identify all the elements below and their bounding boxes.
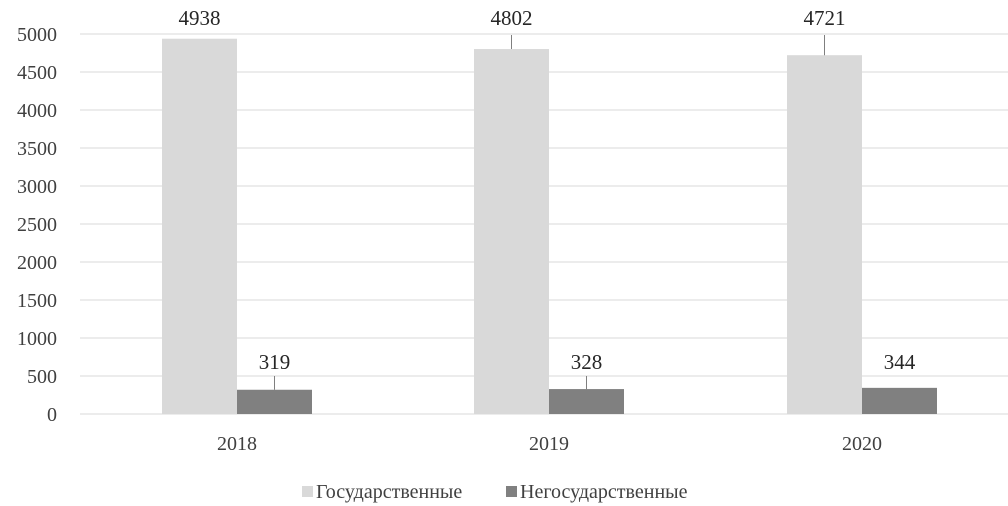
legend-label: Государственные <box>316 481 462 503</box>
y-tick-label: 3000 <box>17 176 57 198</box>
data-label: 4802 <box>491 6 533 30</box>
y-axis: 0 500 1000 1500 2000 2500 3000 3500 4000 4500 5000 <box>17 24 57 426</box>
data-label: 4938 <box>179 6 221 30</box>
y-tick-label: 5000 <box>17 24 57 46</box>
legend-label: Негосударственные <box>520 481 688 503</box>
legend-swatch <box>302 486 313 497</box>
legend: Государственные Негосударственные <box>302 481 688 503</box>
y-tick-label: 2500 <box>17 214 57 236</box>
x-tick-label: 2018 <box>217 433 257 455</box>
y-tick-label: 4500 <box>17 62 57 84</box>
y-tick-label: 1500 <box>17 290 57 312</box>
data-labels: 4938 319 4802 328 4721 344 <box>179 6 916 390</box>
x-axis: 2018 2019 2020 <box>217 433 882 455</box>
data-label: 319 <box>259 350 291 374</box>
y-tick-label: 1000 <box>17 328 57 350</box>
bar-nonstate-2019 <box>549 389 624 414</box>
data-label: 344 <box>884 350 916 374</box>
y-tick-label: 500 <box>27 366 57 388</box>
bar-state-2019 <box>474 49 549 414</box>
bar-nonstate-2018 <box>237 389 312 414</box>
bar-nonstate-2020 <box>862 387 937 414</box>
bar-state-2018 <box>162 38 237 414</box>
y-tick-label: 2000 <box>17 252 57 274</box>
y-tick-label: 0 <box>47 404 57 426</box>
bar-state-2020 <box>787 55 862 414</box>
y-tick-label: 4000 <box>17 100 57 122</box>
bars <box>162 38 937 414</box>
y-tick-label: 3500 <box>17 138 57 160</box>
legend-swatch <box>506 486 517 497</box>
x-tick-label: 2019 <box>529 433 569 455</box>
data-label: 4721 <box>804 6 846 30</box>
x-tick-label: 2020 <box>842 433 882 455</box>
data-label: 328 <box>571 350 603 374</box>
